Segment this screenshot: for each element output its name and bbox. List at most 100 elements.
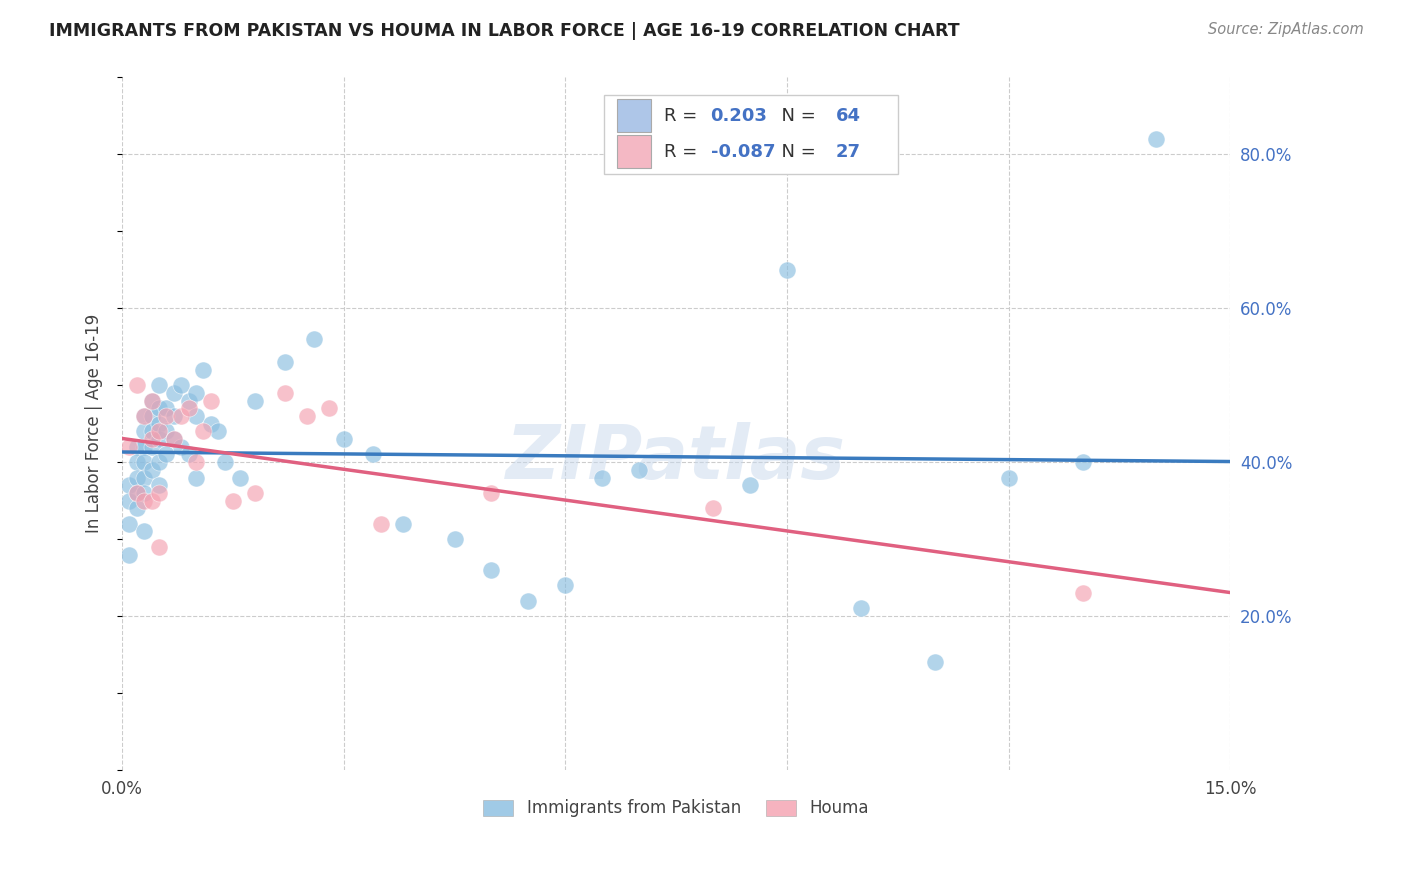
Point: [243, 486, 266, 500]
Point: [554, 578, 576, 592]
Point: [134, 486, 156, 500]
Point: [118, 493, 141, 508]
Text: N =: N =: [770, 106, 823, 125]
Point: [134, 524, 156, 539]
Point: [141, 432, 163, 446]
Point: [997, 470, 1019, 484]
Point: [170, 378, 193, 392]
Point: [295, 409, 318, 423]
Point: [118, 548, 141, 562]
Point: [214, 455, 236, 469]
Point: [193, 363, 215, 377]
Point: [134, 440, 156, 454]
Point: [141, 463, 163, 477]
Point: [163, 432, 186, 446]
Point: [125, 486, 148, 500]
Point: [443, 532, 465, 546]
Point: [163, 386, 186, 401]
Point: [134, 409, 156, 423]
Text: IMMIGRANTS FROM PAKISTAN VS HOUMA IN LABOR FORCE | AGE 16-19 CORRELATION CHART: IMMIGRANTS FROM PAKISTAN VS HOUMA IN LAB…: [49, 22, 960, 40]
Point: [332, 432, 354, 446]
Point: [118, 516, 141, 531]
Text: ZIPatlas: ZIPatlas: [506, 422, 846, 495]
Point: [155, 425, 177, 439]
Point: [184, 409, 207, 423]
Point: [222, 493, 245, 508]
Point: [134, 493, 156, 508]
Point: [125, 455, 148, 469]
Point: [141, 409, 163, 423]
Point: [148, 486, 170, 500]
Point: [141, 493, 163, 508]
Point: [125, 470, 148, 484]
Point: [229, 470, 252, 484]
Point: [184, 386, 207, 401]
Point: [134, 470, 156, 484]
Point: [125, 486, 148, 500]
Text: 64: 64: [835, 106, 860, 125]
Point: [134, 425, 156, 439]
Point: [193, 425, 215, 439]
Point: [243, 393, 266, 408]
Point: [184, 455, 207, 469]
Point: [318, 401, 340, 416]
FancyBboxPatch shape: [617, 99, 651, 132]
Legend: Immigrants from Pakistan, Houma: Immigrants from Pakistan, Houma: [477, 793, 876, 824]
Point: [125, 440, 148, 454]
Point: [200, 417, 222, 431]
Point: [170, 440, 193, 454]
Text: Source: ZipAtlas.com: Source: ZipAtlas.com: [1208, 22, 1364, 37]
Point: [273, 355, 295, 369]
Point: [1146, 132, 1168, 146]
Point: [148, 478, 170, 492]
Point: [1071, 455, 1094, 469]
Point: [302, 332, 325, 346]
Point: [163, 432, 186, 446]
Point: [155, 401, 177, 416]
Text: -0.087: -0.087: [710, 143, 775, 161]
Point: [118, 440, 141, 454]
Point: [155, 409, 177, 423]
Text: N =: N =: [770, 143, 823, 161]
Point: [148, 425, 170, 439]
Point: [170, 409, 193, 423]
Y-axis label: In Labor Force | Age 16-19: In Labor Force | Age 16-19: [86, 314, 103, 533]
Point: [776, 262, 799, 277]
Point: [1071, 586, 1094, 600]
Point: [177, 393, 200, 408]
Text: R =: R =: [664, 143, 703, 161]
Point: [148, 540, 170, 554]
Point: [370, 516, 392, 531]
Point: [273, 386, 295, 401]
Point: [591, 470, 613, 484]
Point: [141, 393, 163, 408]
Point: [141, 425, 163, 439]
Text: R =: R =: [664, 106, 703, 125]
Point: [148, 378, 170, 392]
Point: [184, 470, 207, 484]
Point: [738, 478, 761, 492]
Point: [481, 563, 503, 577]
Point: [163, 409, 186, 423]
Point: [200, 393, 222, 408]
Point: [702, 501, 724, 516]
Point: [207, 425, 229, 439]
Point: [118, 478, 141, 492]
Point: [148, 401, 170, 416]
Point: [177, 448, 200, 462]
Point: [134, 409, 156, 423]
Point: [628, 463, 651, 477]
Text: 27: 27: [835, 143, 860, 161]
Point: [148, 417, 170, 431]
FancyBboxPatch shape: [605, 95, 898, 175]
Point: [517, 593, 540, 607]
Point: [155, 448, 177, 462]
Point: [141, 393, 163, 408]
Text: 0.203: 0.203: [710, 106, 768, 125]
Point: [481, 486, 503, 500]
Point: [148, 455, 170, 469]
Point: [849, 601, 872, 615]
FancyBboxPatch shape: [617, 135, 651, 169]
Point: [125, 501, 148, 516]
Point: [148, 432, 170, 446]
